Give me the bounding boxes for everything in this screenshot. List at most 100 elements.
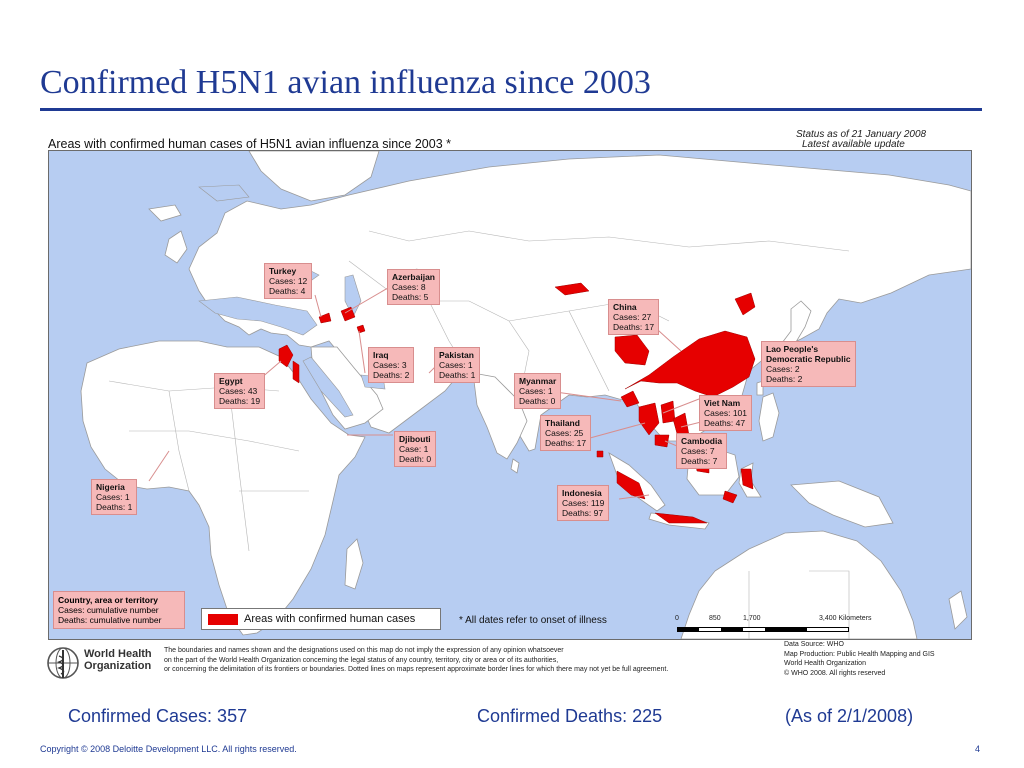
callout-name: Indonesia [562,488,602,498]
map-status: Status as of 21 January 2008 Latest avai… [796,130,926,150]
affected-china-west [614,334,650,366]
legend-cases: Cases: cumulative number [58,605,159,615]
callout-cases: Cases: 8 [392,282,426,292]
callout-djibouti: Djibouti Case: 1 Death: 0 [394,431,437,467]
callout-deaths: Deaths: 97 [562,508,604,518]
affected-sumatra [616,470,646,500]
affected-sulawesi [740,468,754,490]
callout-name: China [613,302,637,312]
land-newzealand [948,590,968,630]
callout-turkey: Turkey Cases: 12 Deaths: 4 [264,263,313,299]
callout-cases: Case: 1 [399,444,429,454]
title-rule [40,108,982,111]
callout-thailand: Thailand Cases: 25 Deaths: 17 [540,415,592,451]
callout-deaths: Deaths: 7 [681,456,718,466]
status-date: Status as of 21 January 2008 [796,129,927,140]
callout-cases: Cases: 2 [766,364,800,374]
scale-label-1700: 1,700 [743,615,761,622]
map-heading: Areas with confirmed human cases of H5N1… [48,137,451,151]
world-map: Turkey Cases: 12 Deaths: 4 Azerbaijan Ca… [48,150,972,640]
callout-cases: Cases: 27 [613,312,652,322]
callout-name: Azerbaijan [392,272,435,282]
callout-deaths: Deaths: 4 [269,286,306,296]
affected-bali [722,490,738,504]
callout-name: Egypt [219,376,243,386]
who-emblem-icon [47,647,79,679]
callout-iraq: Iraq Cases: 3 Deaths: 2 [368,347,415,383]
scale-label-3400: 3,400 Kilometers [819,615,872,622]
scale-label-850: 850 [709,615,721,622]
affected-mongolia-border [554,282,590,296]
source-line: Map Production: Public Health Mapping an… [784,650,935,658]
water-white-sea [198,184,250,202]
affected-laos [660,400,676,424]
affected-egypt-nile [278,344,294,368]
scale-bar: 0 850 1,700 3,400 Kilometers [675,615,875,637]
who-name-line2: Organization [84,660,152,672]
affected-egypt-south [292,360,300,384]
callout-cases: Cases: 1 [519,386,553,396]
callout-egypt: Egypt Cases: 43 Deaths: 19 [214,373,266,409]
legend-swatch [208,614,238,625]
land-madagascar [344,538,364,590]
legend-deaths: Deaths: cumulative number [58,615,162,625]
callout-deaths: Deaths: 1 [439,370,476,380]
affected-azerbaijan [340,306,356,322]
source-line: World Health Organization [784,660,866,667]
callout-cases: Cases: 119 [562,498,605,508]
map-base-layer [80,151,971,639]
callout-cases: Cases: 1 [439,360,473,370]
scale-segment [721,627,743,632]
callout-cases: Cases: 1 [96,492,130,502]
callout-cases: Cases: 25 [545,428,584,438]
callout-deaths: Deaths: 17 [613,322,655,332]
callout-china: China Cases: 27 Deaths: 17 [608,299,660,335]
callout-name: Cambodia [681,436,723,446]
map-footnote: * All dates refer to onset of illness [459,615,607,626]
callout-myanmar: Myanmar Cases: 1 Deaths: 0 [514,373,562,409]
source-line: Data Source: WHO [784,641,844,648]
callout-indonesia: Indonesia Cases: 119 Deaths: 97 [557,485,610,521]
callout-cases: Cases: 3 [373,360,407,370]
callout-vietnam: Viet Nam Cases: 101 Deaths: 47 [699,395,752,431]
callout-name-2: Democratic Republic [766,354,851,364]
callout-cases: Cases: 7 [681,446,715,456]
land-iceland [148,204,182,222]
legend-key-label: Areas with confirmed human cases [244,613,416,625]
callout-deaths: Deaths: 2 [766,374,803,384]
callout-azerbaijan: Azerbaijan Cases: 8 Deaths: 5 [387,269,440,305]
callout-cases: Cases: 43 [219,386,258,396]
callout-deaths: Deaths: 5 [392,292,429,302]
callout-deaths: Deaths: 19 [219,396,261,406]
callout-cases: Cases: 12 [269,276,308,286]
summary-cases: Confirmed Cases: 357 [68,706,248,726]
callout-name: Nigeria [96,482,125,492]
callout-deaths: Deaths: 1 [96,502,133,512]
affected-cambodia [654,434,670,448]
copyright: Copyright © 2008 Deloitte Development LL… [40,744,297,754]
slide-title: Confirmed H5N1 avian influenza since 200… [40,64,651,101]
callout-name: Turkey [269,266,297,276]
callout-laos: Lao People's Democratic Republic Cases: … [761,341,856,387]
callout-pakistan: Pakistan Cases: 1 Deaths: 1 [434,347,481,383]
affected-turkey [318,312,332,324]
callout-deaths: Deaths: 2 [373,370,410,380]
source-line: © WHO 2008. All rights reserved [784,669,886,677]
disclaimer-line: The boundaries and names shown and the d… [164,647,564,654]
land-greenland [248,151,380,202]
legend-callout-key: Country, area or territory Cases: cumula… [53,591,185,629]
scale-segment [765,627,807,632]
affected-myanmar [620,390,640,408]
land-australia [680,530,918,639]
land-india [472,372,528,460]
callout-cases: Cases: 101 [704,408,747,418]
affected-malay [596,450,604,458]
who-name: World Health Organization [84,648,152,672]
scale-track [677,627,849,632]
land-africa [80,340,366,636]
land-newguinea [790,480,894,528]
legend-title: Country, area or territory [58,595,158,605]
status-update: Latest available update [802,139,905,150]
callout-deaths: Deaths: 47 [704,418,746,428]
callout-deaths: Deaths: 0 [519,396,556,406]
